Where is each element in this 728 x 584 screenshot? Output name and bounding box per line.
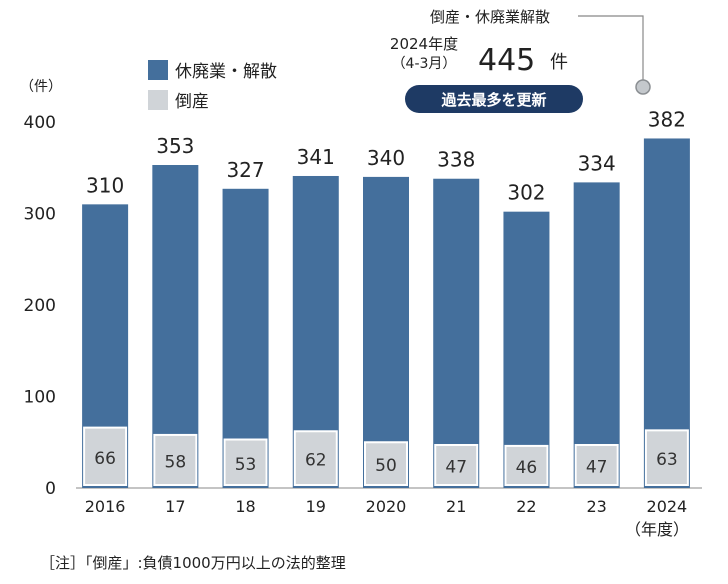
data-label-bankruptcies: 66 <box>94 449 116 469</box>
x-tick-label: 21 <box>446 497 466 516</box>
x-tick-label: 22 <box>516 497 536 516</box>
data-label-closures: 327 <box>226 158 264 182</box>
y-tick-label: 400 <box>24 113 56 133</box>
annotation-badge-text: 過去最多を更新 <box>440 91 546 109</box>
data-label-bankruptcies: 58 <box>165 452 187 472</box>
y-axis-unit-label: （件） <box>20 79 62 95</box>
footnote: ［注］「倒産」:負債1000万円以上の法的整理 <box>40 554 346 572</box>
y-tick-label: 300 <box>24 205 56 225</box>
x-axis-unit-label: （年度） <box>625 520 689 539</box>
data-label-bankruptcies: 47 <box>445 457 467 477</box>
data-label-closures: 340 <box>367 146 405 170</box>
legend-swatch-bankruptcies <box>148 90 168 110</box>
x-tick-label: 18 <box>235 497 255 516</box>
annotation-period: 2024年度 <box>390 35 458 53</box>
x-axis: 2016 17 18 19 2020 21 22 23 2024 <box>85 497 687 516</box>
x-tick-label: 2024 <box>647 497 688 516</box>
data-label-bankruptcies: 62 <box>305 451 327 471</box>
y-tick-label: 200 <box>24 296 56 316</box>
bar-bankruptcies <box>434 443 479 486</box>
legend-swatch-closures <box>148 60 168 80</box>
annotation-value: 445 <box>478 43 535 78</box>
data-label-bankruptcies: 46 <box>516 458 538 478</box>
x-tick-label: 19 <box>306 497 326 516</box>
bar-closures <box>363 176 409 488</box>
data-label-closures: 353 <box>156 134 194 158</box>
bar-bankruptcies <box>644 429 689 487</box>
y-tick-label: 0 <box>45 479 56 499</box>
data-label-closures: 338 <box>437 148 475 172</box>
bar-closures <box>433 178 480 489</box>
series-bankruptcies: 66 58 53 62 50 47 46 47 63 <box>83 426 689 487</box>
legend-label-closures: 休廃業・解散 <box>175 62 277 82</box>
annotation-period-months: （4-3月） <box>392 56 457 72</box>
data-label-closures: 302 <box>507 181 545 205</box>
annotation-marker <box>635 79 651 95</box>
y-tick-label: 100 <box>24 388 56 408</box>
annotation: 倒産・休廃業解散 2024年度 （4-3月） 445 件 過去最多を更新 <box>390 8 651 113</box>
bar-bankruptcies <box>293 430 338 486</box>
legend: 休廃業・解散 倒産 <box>148 60 277 112</box>
legend-label-bankruptcies: 倒産 <box>175 92 209 112</box>
data-label-closures: 382 <box>648 107 686 131</box>
annotation-leader-line <box>578 15 644 80</box>
x-tick-label: 2016 <box>85 497 126 516</box>
y-axis: 0 100 200 300 400 <box>24 113 56 499</box>
series-closures: 310 353 327 341 340 338 302 334 382 <box>82 107 690 489</box>
data-label-bankruptcies: 47 <box>586 457 608 477</box>
bar-bankruptcies <box>223 438 268 487</box>
annotation-badge <box>405 85 583 113</box>
data-label-closures: 334 <box>578 151 616 175</box>
bar-bankruptcies <box>83 426 128 486</box>
x-tick-label: 17 <box>165 497 185 516</box>
x-tick-label: 23 <box>586 497 606 516</box>
bar-closures <box>503 211 550 489</box>
bar-bankruptcies <box>364 441 408 486</box>
x-tick-label: 2020 <box>366 497 407 516</box>
bar-bankruptcies <box>153 433 198 486</box>
data-label-bankruptcies: 53 <box>235 455 257 475</box>
data-label-bankruptcies: 63 <box>656 450 678 470</box>
bar-bankruptcies <box>574 443 619 486</box>
annotation-label: 倒産・休廃業解散 <box>430 8 550 26</box>
data-label-bankruptcies: 50 <box>375 456 397 476</box>
annotation-unit: 件 <box>550 52 568 73</box>
bar-closures <box>222 188 269 489</box>
bar-bankruptcies <box>504 444 549 487</box>
bar-closures <box>573 182 620 488</box>
data-label-closures: 310 <box>86 173 124 197</box>
data-label-closures: 341 <box>297 145 335 169</box>
